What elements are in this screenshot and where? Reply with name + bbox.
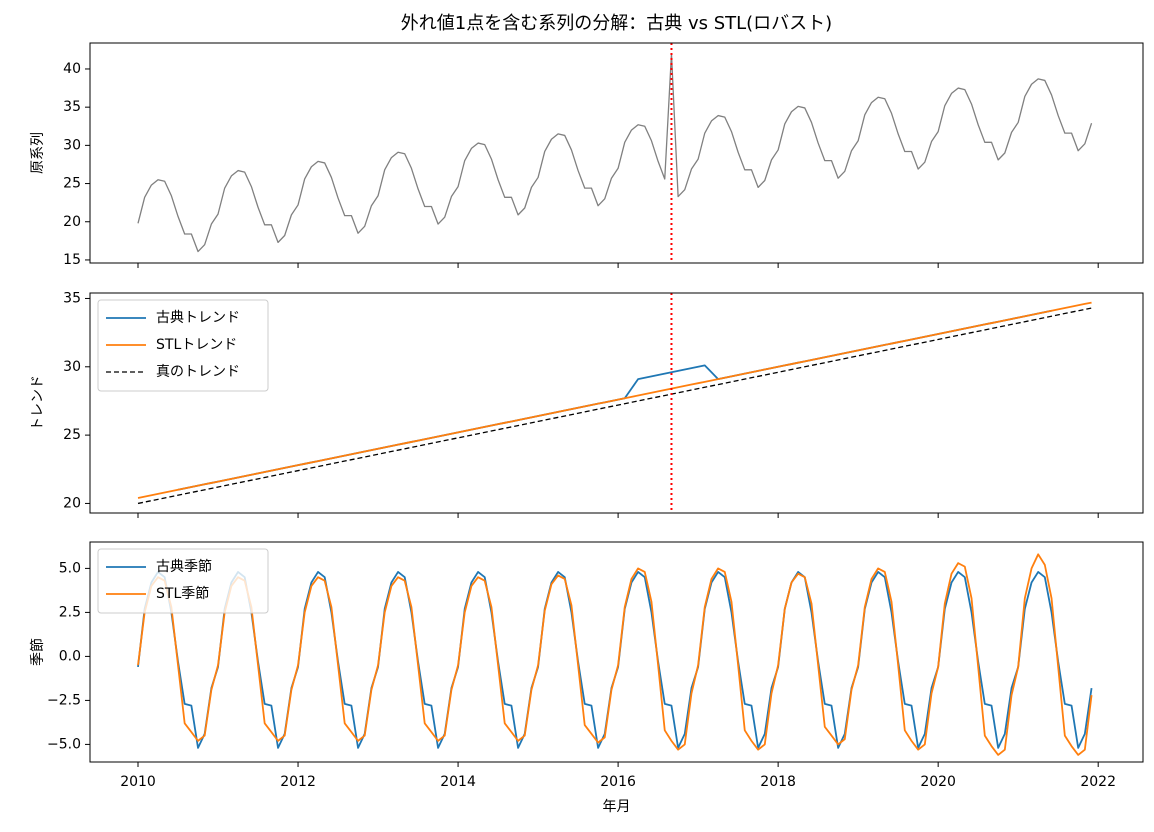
legend-label: 古典季節 — [156, 558, 212, 575]
y-axis-label: 季節 — [29, 638, 46, 666]
chart-title: 外れ値1点を含む系列の分解：古典 vs STL(ロバスト) — [401, 13, 832, 34]
y-tick-label: 2.5 — [59, 604, 81, 620]
x-tick-label: 2010 — [120, 774, 156, 790]
y-tick-label: 35 — [63, 99, 81, 115]
y-tick-label: −2.5 — [47, 692, 81, 708]
series-line — [137, 307, 1092, 505]
legend-label: 真のトレンド — [156, 364, 240, 380]
x-tick-label: 2012 — [280, 774, 316, 790]
y-axis-label: トレンド — [30, 375, 46, 431]
axes-frame — [89, 541, 1144, 763]
y-tick-label: 0.0 — [59, 648, 81, 664]
x-tick-label: 2018 — [760, 774, 796, 790]
y-tick-label: 5.0 — [59, 560, 81, 576]
plot-area — [137, 553, 1093, 756]
y-tick-label: 25 — [63, 176, 81, 192]
y-tick-label: 30 — [63, 359, 81, 375]
legend-label: STLトレンド — [156, 337, 237, 353]
y-tick-label: 30 — [63, 137, 81, 153]
series-line — [137, 53, 1093, 253]
x-tick-label: 2022 — [1080, 774, 1116, 790]
axes-frame — [89, 292, 1144, 514]
legend-label: 古典トレンド — [156, 310, 240, 326]
legend-label: STL季節 — [156, 585, 209, 602]
x-tick-label: 2020 — [920, 774, 956, 790]
x-tick-label: 2014 — [440, 774, 476, 790]
y-tick-label: −5.0 — [47, 736, 81, 752]
x-tick-label: 2016 — [600, 774, 636, 790]
y-axis-label: 原系列 — [30, 132, 46, 174]
plot-area — [137, 301, 1092, 505]
axes-frame — [89, 42, 1144, 264]
y-tick-label: 15 — [63, 252, 81, 268]
series-line — [137, 301, 1092, 499]
y-tick-label: 40 — [63, 61, 81, 77]
y-tick-label: 25 — [63, 427, 81, 443]
legend-box — [97, 299, 269, 392]
plot-area — [137, 53, 1093, 253]
x-axis-label: 年月 — [603, 799, 631, 815]
y-tick-label: 20 — [63, 495, 81, 511]
series-line — [137, 571, 1093, 749]
y-tick-label: 20 — [63, 214, 81, 230]
series-line — [137, 553, 1093, 756]
legend-box — [97, 548, 269, 614]
y-tick-label: 35 — [63, 290, 81, 306]
